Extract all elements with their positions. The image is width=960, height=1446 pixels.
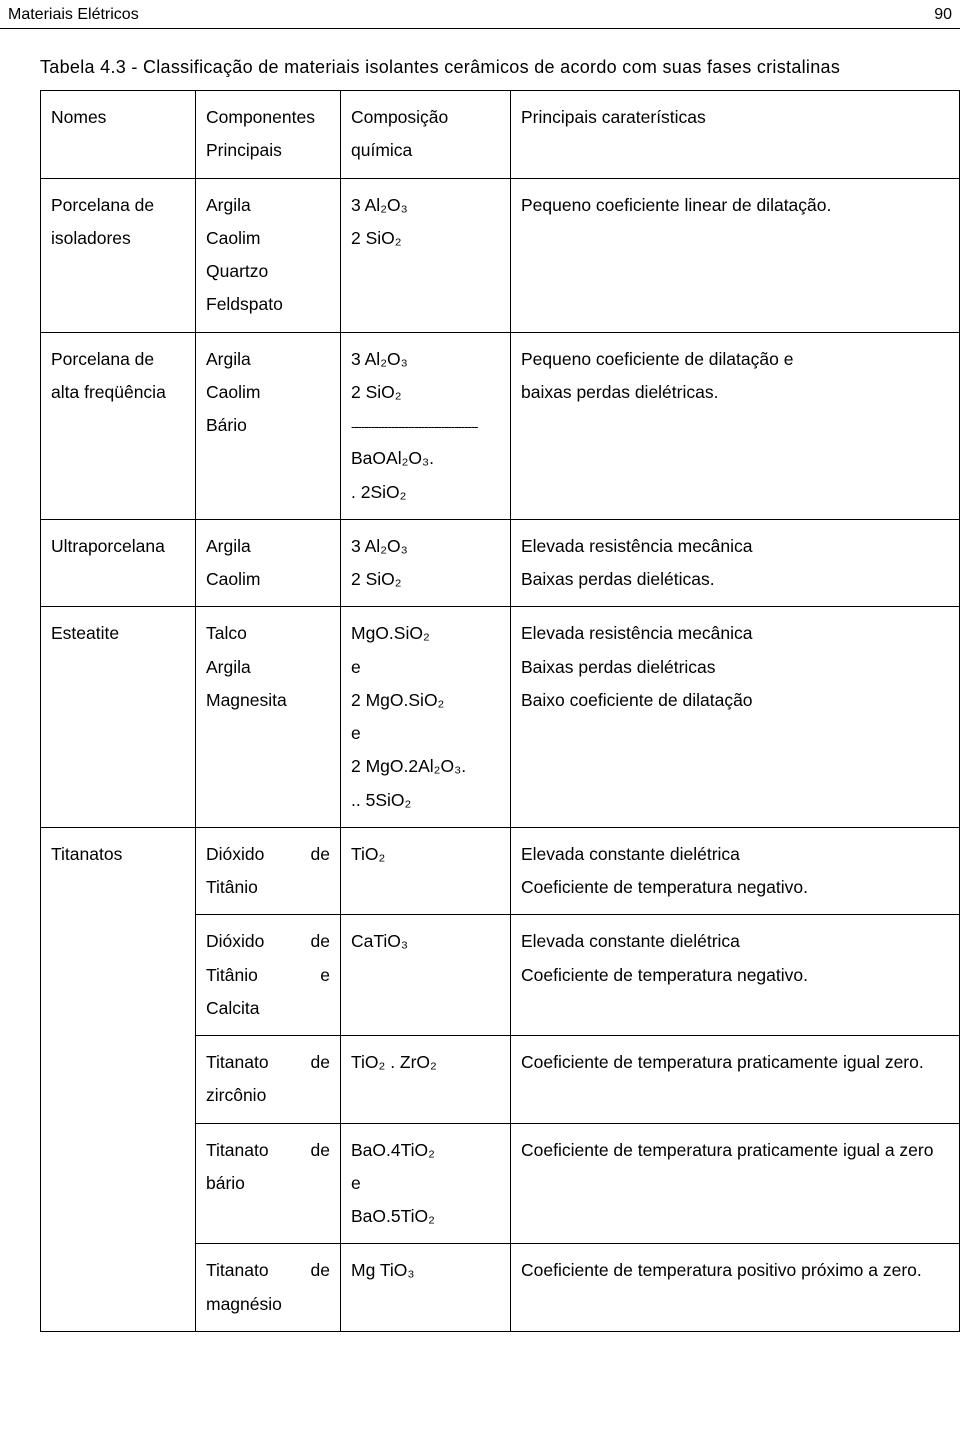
cell-chemistry: Mg TiO₃ — [341, 1244, 511, 1332]
cell-names: Porcelana de isoladores — [41, 178, 196, 332]
cell-characteristics: Elevada resistência mecânicaBaixas perda… — [511, 519, 960, 607]
cell-characteristics: Pequeno coeficiente linear de dilatação. — [511, 178, 960, 332]
cell-components: ArgilaCaolimBário — [196, 332, 341, 519]
chem-line: 2 SiO₂ — [351, 382, 402, 402]
cell-names: Ultraporcelana — [41, 519, 196, 607]
table-header-row: Nomes Componentes Principais Composição … — [41, 91, 960, 179]
cell-components: Dióxido de Titânio e Calcita — [196, 915, 341, 1036]
table-row: Esteatite TalcoArgilaMagnesita MgO.SiO₂e… — [41, 607, 960, 828]
document-page: Materiais Elétricos 90 Tabela 4.3 - Clas… — [0, 0, 960, 1332]
cell-components: TalcoArgilaMagnesita — [196, 607, 341, 828]
cell-chemistry: MgO.SiO₂e2 MgO.SiO₂e2 MgO.2Al₂O₃... 5SiO… — [341, 607, 511, 828]
cell-components: Titanato de magnésio — [196, 1244, 341, 1332]
table-row: Porcelana de alta freqüência ArgilaCaoli… — [41, 332, 960, 519]
page-header: Materiais Elétricos 90 — [0, 0, 960, 29]
cell-components: Titanato de bário — [196, 1123, 341, 1244]
cell-components: ArgilaCaolimQuartzoFeldspato — [196, 178, 341, 332]
cell-chemistry: TiO₂ — [341, 827, 511, 915]
chem-line: . 2SiO₂ — [351, 482, 406, 502]
cell-characteristics: Elevada resistência mecânicaBaixas perda… — [511, 607, 960, 828]
cell-characteristics: Coeficiente de temperatura positivo próx… — [511, 1244, 960, 1332]
cell-chemistry: BaO.4TiO₂eBaO.5TiO₂ — [341, 1123, 511, 1244]
chem-line: 3 Al₂O₃ — [351, 349, 408, 369]
col-header-nomes: Nomes — [41, 91, 196, 179]
cell-chemistry: CaTiO₃ — [341, 915, 511, 1036]
cell-names: Porcelana de alta freqüência — [41, 332, 196, 519]
cell-characteristics: Elevada constante dielétricaCoeficiente … — [511, 915, 960, 1036]
cell-names: Titanatos — [41, 827, 196, 1331]
col-header-caracteristicas: Principais caraterísticas — [511, 91, 960, 179]
cell-components: ArgilaCaolim — [196, 519, 341, 607]
cell-chemistry: TiO₂ . ZrO₂ — [341, 1036, 511, 1124]
cell-chemistry: 3 Al₂O₃2 SiO₂ — [341, 519, 511, 607]
chem-separator: -------------------------------------- — [351, 419, 478, 434]
cell-chemistry: 3 Al₂O₃2 SiO₂ — [341, 178, 511, 332]
header-page-number: 90 — [934, 6, 952, 24]
materials-table: Nomes Componentes Principais Composição … — [40, 90, 960, 1332]
col-header-componentes: Componentes Principais — [196, 91, 341, 179]
cell-components: Dióxido de Titânio — [196, 827, 341, 915]
cell-names: Esteatite — [41, 607, 196, 828]
chem-line: BaOAl₂O₃. — [351, 448, 434, 468]
cell-characteristics: Coeficiente de temperatura praticamente … — [511, 1123, 960, 1244]
cell-characteristics: Pequeno coeficiente de dilatação e baixa… — [511, 332, 960, 519]
cell-components: Titanato de zircônio — [196, 1036, 341, 1124]
table-row: Ultraporcelana ArgilaCaolim 3 Al₂O₃2 SiO… — [41, 519, 960, 607]
cell-characteristics: Coeficiente de temperatura praticamente … — [511, 1036, 960, 1124]
table-row: Titanatos Dióxido de Titânio TiO₂ Elevad… — [41, 827, 960, 915]
cell-characteristics: Elevada constante dielétricaCoeficiente … — [511, 827, 960, 915]
table-row: Porcelana de isoladores ArgilaCaolimQuar… — [41, 178, 960, 332]
header-title: Materiais Elétricos — [8, 6, 139, 24]
cell-chemistry: 3 Al₂O₃ 2 SiO₂ -------------------------… — [341, 332, 511, 519]
table-caption: Tabela 4.3 - Classificação de materiais … — [0, 29, 960, 90]
col-header-quimica: Composição química — [341, 91, 511, 179]
